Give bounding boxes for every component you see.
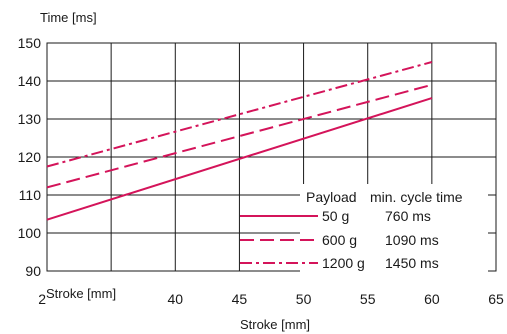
x-axis-title: Stroke [mm]	[240, 317, 310, 332]
legend-cycle-time: 1090 ms	[385, 232, 439, 248]
series-line	[46, 83, 433, 189]
x-tick-label: 45	[232, 291, 248, 307]
x-tick-label: 60	[424, 291, 440, 307]
legend-background	[300, 184, 488, 278]
y-tick-label: 110	[19, 187, 42, 203]
series-lines	[46, 61, 433, 221]
series-line	[46, 97, 433, 221]
legend: Payload min. cycle time 50 g 760 ms 600 g 1…	[240, 184, 488, 278]
legend-cycle-time: 760 ms	[385, 208, 431, 224]
y-tick-label: 130	[18, 111, 42, 127]
y-axis-title: Time [ms]	[40, 10, 97, 25]
y-tick-label: 90	[25, 263, 41, 279]
x-tick-label: 65	[488, 291, 504, 307]
legend-payload: 1200 g	[322, 255, 365, 271]
x-tick-label: 55	[360, 291, 376, 307]
legend-header-payload: Payload	[306, 189, 357, 205]
legend-header-cycle-time: min. cycle time	[370, 189, 463, 205]
x-corner-tick-label: 2	[38, 291, 46, 307]
x-corner-axis-label: Stroke [mm]	[46, 286, 116, 301]
x-tick-label: 40	[167, 291, 183, 307]
y-tick-label: 100	[18, 225, 42, 241]
y-tick-label: 120	[18, 149, 42, 165]
series-line	[46, 61, 433, 168]
plot-border	[46, 42, 497, 272]
x-tick-label: 50	[296, 291, 312, 307]
y-tick-label: 150	[18, 35, 42, 51]
y-tick-label: 140	[18, 73, 42, 89]
tick-labels: 90 100 110 120 130 140 150 40 45 50 55 60 65	[18, 35, 504, 307]
legend-payload: 50 g	[322, 208, 349, 224]
legend-cycle-time: 1450 ms	[385, 255, 439, 271]
legend-payload: 600 g	[322, 232, 357, 248]
